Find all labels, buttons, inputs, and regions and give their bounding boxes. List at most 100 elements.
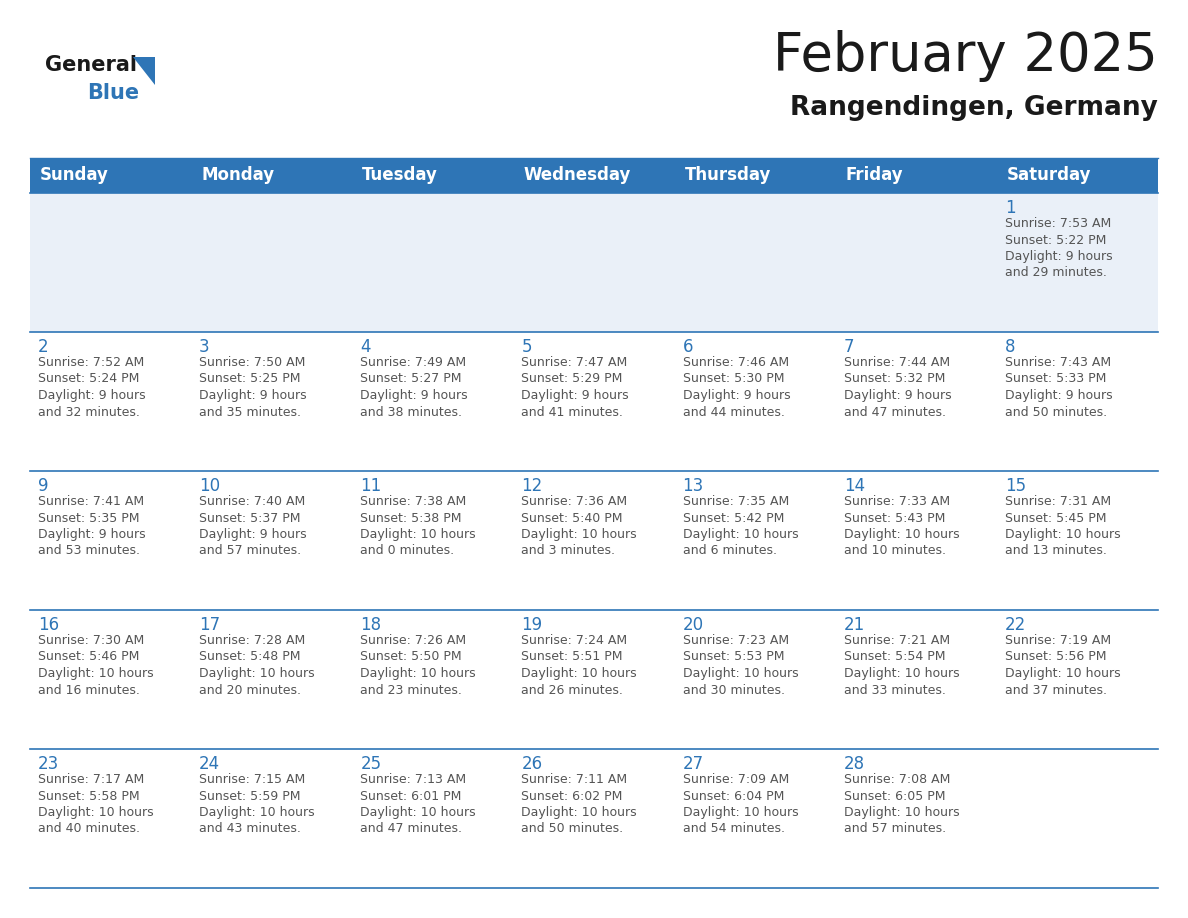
Bar bbox=[513, 471, 675, 610]
Text: 26: 26 bbox=[522, 755, 543, 773]
Text: Tuesday: Tuesday bbox=[362, 166, 438, 185]
Text: Rangendingen, Germany: Rangendingen, Germany bbox=[790, 95, 1158, 121]
Text: Sunrise: 7:23 AM
Sunset: 5:53 PM
Daylight: 10 hours
and 30 minutes.: Sunrise: 7:23 AM Sunset: 5:53 PM Dayligh… bbox=[683, 634, 798, 697]
Text: Sunrise: 7:17 AM
Sunset: 5:58 PM
Daylight: 10 hours
and 40 minutes.: Sunrise: 7:17 AM Sunset: 5:58 PM Dayligh… bbox=[38, 773, 153, 835]
Bar bbox=[835, 610, 997, 749]
Text: 6: 6 bbox=[683, 338, 693, 356]
Bar bbox=[353, 610, 513, 749]
Text: 2: 2 bbox=[38, 338, 49, 356]
Text: Sunrise: 7:08 AM
Sunset: 6:05 PM
Daylight: 10 hours
and 57 minutes.: Sunrise: 7:08 AM Sunset: 6:05 PM Dayligh… bbox=[843, 773, 960, 835]
Bar bbox=[191, 749, 353, 888]
Text: 24: 24 bbox=[200, 755, 220, 773]
Text: Sunrise: 7:43 AM
Sunset: 5:33 PM
Daylight: 9 hours
and 50 minutes.: Sunrise: 7:43 AM Sunset: 5:33 PM Dayligh… bbox=[1005, 356, 1112, 419]
Text: Thursday: Thursday bbox=[684, 166, 771, 185]
Text: 21: 21 bbox=[843, 616, 865, 634]
Bar bbox=[835, 332, 997, 471]
Text: 28: 28 bbox=[843, 755, 865, 773]
Text: 27: 27 bbox=[683, 755, 703, 773]
Bar bbox=[513, 193, 675, 332]
Text: Sunrise: 7:36 AM
Sunset: 5:40 PM
Daylight: 10 hours
and 3 minutes.: Sunrise: 7:36 AM Sunset: 5:40 PM Dayligh… bbox=[522, 495, 637, 557]
Text: Sunrise: 7:11 AM
Sunset: 6:02 PM
Daylight: 10 hours
and 50 minutes.: Sunrise: 7:11 AM Sunset: 6:02 PM Dayligh… bbox=[522, 773, 637, 835]
Bar bbox=[675, 749, 835, 888]
Text: 22: 22 bbox=[1005, 616, 1026, 634]
Text: Sunrise: 7:30 AM
Sunset: 5:46 PM
Daylight: 10 hours
and 16 minutes.: Sunrise: 7:30 AM Sunset: 5:46 PM Dayligh… bbox=[38, 634, 153, 697]
Text: 18: 18 bbox=[360, 616, 381, 634]
Text: Sunrise: 7:31 AM
Sunset: 5:45 PM
Daylight: 10 hours
and 13 minutes.: Sunrise: 7:31 AM Sunset: 5:45 PM Dayligh… bbox=[1005, 495, 1120, 557]
Text: Sunrise: 7:35 AM
Sunset: 5:42 PM
Daylight: 10 hours
and 6 minutes.: Sunrise: 7:35 AM Sunset: 5:42 PM Dayligh… bbox=[683, 495, 798, 557]
Text: Saturday: Saturday bbox=[1007, 166, 1092, 185]
Bar bbox=[997, 749, 1158, 888]
Bar bbox=[997, 193, 1158, 332]
Bar bbox=[353, 332, 513, 471]
Text: General: General bbox=[45, 55, 137, 75]
Text: 3: 3 bbox=[200, 338, 210, 356]
Text: Sunday: Sunday bbox=[40, 166, 109, 185]
Text: 12: 12 bbox=[522, 477, 543, 495]
Bar bbox=[997, 610, 1158, 749]
Text: 25: 25 bbox=[360, 755, 381, 773]
Text: Sunrise: 7:21 AM
Sunset: 5:54 PM
Daylight: 10 hours
and 33 minutes.: Sunrise: 7:21 AM Sunset: 5:54 PM Dayligh… bbox=[843, 634, 960, 697]
Text: 17: 17 bbox=[200, 616, 220, 634]
Text: Blue: Blue bbox=[87, 83, 139, 103]
Text: 20: 20 bbox=[683, 616, 703, 634]
Text: 1: 1 bbox=[1005, 199, 1016, 217]
Bar bbox=[835, 193, 997, 332]
Bar bbox=[835, 471, 997, 610]
Text: February 2025: February 2025 bbox=[773, 30, 1158, 82]
Text: 23: 23 bbox=[38, 755, 59, 773]
Bar bbox=[513, 749, 675, 888]
Bar bbox=[353, 749, 513, 888]
Text: Sunrise: 7:40 AM
Sunset: 5:37 PM
Daylight: 9 hours
and 57 minutes.: Sunrise: 7:40 AM Sunset: 5:37 PM Dayligh… bbox=[200, 495, 307, 557]
Bar bbox=[997, 332, 1158, 471]
Text: 14: 14 bbox=[843, 477, 865, 495]
Text: Sunrise: 7:33 AM
Sunset: 5:43 PM
Daylight: 10 hours
and 10 minutes.: Sunrise: 7:33 AM Sunset: 5:43 PM Dayligh… bbox=[843, 495, 960, 557]
Text: Sunrise: 7:19 AM
Sunset: 5:56 PM
Daylight: 10 hours
and 37 minutes.: Sunrise: 7:19 AM Sunset: 5:56 PM Dayligh… bbox=[1005, 634, 1120, 697]
Bar bbox=[513, 610, 675, 749]
Text: 7: 7 bbox=[843, 338, 854, 356]
Bar bbox=[675, 610, 835, 749]
Text: Sunrise: 7:09 AM
Sunset: 6:04 PM
Daylight: 10 hours
and 54 minutes.: Sunrise: 7:09 AM Sunset: 6:04 PM Dayligh… bbox=[683, 773, 798, 835]
Bar bbox=[191, 471, 353, 610]
Bar bbox=[353, 193, 513, 332]
Text: 15: 15 bbox=[1005, 477, 1026, 495]
Text: Sunrise: 7:15 AM
Sunset: 5:59 PM
Daylight: 10 hours
and 43 minutes.: Sunrise: 7:15 AM Sunset: 5:59 PM Dayligh… bbox=[200, 773, 315, 835]
Bar bbox=[835, 749, 997, 888]
Text: 10: 10 bbox=[200, 477, 220, 495]
Text: Friday: Friday bbox=[846, 166, 903, 185]
Bar bbox=[353, 471, 513, 610]
Polygon shape bbox=[133, 57, 154, 85]
Text: Sunrise: 7:38 AM
Sunset: 5:38 PM
Daylight: 10 hours
and 0 minutes.: Sunrise: 7:38 AM Sunset: 5:38 PM Dayligh… bbox=[360, 495, 476, 557]
Text: Sunrise: 7:53 AM
Sunset: 5:22 PM
Daylight: 9 hours
and 29 minutes.: Sunrise: 7:53 AM Sunset: 5:22 PM Dayligh… bbox=[1005, 217, 1112, 279]
Text: Sunrise: 7:24 AM
Sunset: 5:51 PM
Daylight: 10 hours
and 26 minutes.: Sunrise: 7:24 AM Sunset: 5:51 PM Dayligh… bbox=[522, 634, 637, 697]
Bar bbox=[191, 193, 353, 332]
Text: 16: 16 bbox=[38, 616, 59, 634]
Bar bbox=[30, 471, 191, 610]
Text: 4: 4 bbox=[360, 338, 371, 356]
Bar bbox=[30, 332, 191, 471]
Bar bbox=[675, 332, 835, 471]
Bar bbox=[30, 610, 191, 749]
Text: Sunrise: 7:50 AM
Sunset: 5:25 PM
Daylight: 9 hours
and 35 minutes.: Sunrise: 7:50 AM Sunset: 5:25 PM Dayligh… bbox=[200, 356, 307, 419]
Bar bbox=[191, 332, 353, 471]
Text: Sunrise: 7:44 AM
Sunset: 5:32 PM
Daylight: 9 hours
and 47 minutes.: Sunrise: 7:44 AM Sunset: 5:32 PM Dayligh… bbox=[843, 356, 952, 419]
Text: 11: 11 bbox=[360, 477, 381, 495]
Text: 9: 9 bbox=[38, 477, 49, 495]
Bar bbox=[513, 332, 675, 471]
Text: Sunrise: 7:47 AM
Sunset: 5:29 PM
Daylight: 9 hours
and 41 minutes.: Sunrise: 7:47 AM Sunset: 5:29 PM Dayligh… bbox=[522, 356, 630, 419]
Text: Sunrise: 7:28 AM
Sunset: 5:48 PM
Daylight: 10 hours
and 20 minutes.: Sunrise: 7:28 AM Sunset: 5:48 PM Dayligh… bbox=[200, 634, 315, 697]
Text: Sunrise: 7:49 AM
Sunset: 5:27 PM
Daylight: 9 hours
and 38 minutes.: Sunrise: 7:49 AM Sunset: 5:27 PM Dayligh… bbox=[360, 356, 468, 419]
Text: Sunrise: 7:26 AM
Sunset: 5:50 PM
Daylight: 10 hours
and 23 minutes.: Sunrise: 7:26 AM Sunset: 5:50 PM Dayligh… bbox=[360, 634, 476, 697]
Bar bbox=[997, 471, 1158, 610]
Text: Monday: Monday bbox=[201, 166, 274, 185]
Text: 5: 5 bbox=[522, 338, 532, 356]
Text: 13: 13 bbox=[683, 477, 703, 495]
Text: 19: 19 bbox=[522, 616, 543, 634]
Text: Sunrise: 7:13 AM
Sunset: 6:01 PM
Daylight: 10 hours
and 47 minutes.: Sunrise: 7:13 AM Sunset: 6:01 PM Dayligh… bbox=[360, 773, 476, 835]
Text: Sunrise: 7:46 AM
Sunset: 5:30 PM
Daylight: 9 hours
and 44 minutes.: Sunrise: 7:46 AM Sunset: 5:30 PM Dayligh… bbox=[683, 356, 790, 419]
Text: 8: 8 bbox=[1005, 338, 1016, 356]
Bar bbox=[675, 193, 835, 332]
Bar bbox=[675, 471, 835, 610]
Bar bbox=[191, 610, 353, 749]
Bar bbox=[30, 193, 191, 332]
Text: Wednesday: Wednesday bbox=[524, 166, 631, 185]
